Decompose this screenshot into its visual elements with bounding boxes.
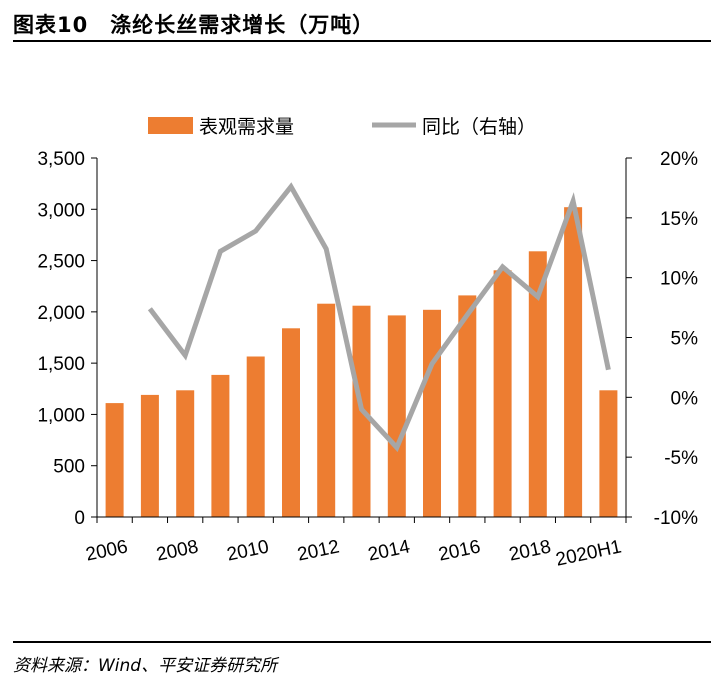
y-left-tick-label: 0: [74, 508, 85, 529]
x-tick-label: 2018: [507, 536, 553, 565]
bar-2017: [493, 270, 512, 517]
bar-2009: [211, 374, 230, 517]
x-tick-label: 2020H1: [554, 536, 623, 570]
y-left-tick-label: 500: [53, 457, 85, 478]
bar-2007: [140, 394, 159, 517]
bar-2020H1: [599, 390, 618, 517]
y-left-tick-label: 3,000: [37, 200, 85, 221]
bar-2015: [423, 309, 441, 517]
source-note: 资料来源：Wind、平安证券研究所: [13, 656, 278, 676]
figure-footer: 资料来源：Wind、平安证券研究所: [13, 641, 711, 676]
y-left-tick-label: 2,500: [37, 252, 85, 273]
y-right-tick-label: 5%: [671, 329, 699, 350]
x-tick-label: 2012: [296, 536, 342, 565]
y-right-tick-label: -10%: [654, 508, 698, 529]
figure-title: 涤纶长丝需求增长（万吨）: [110, 13, 375, 37]
y-left-tick-label: 1,000: [37, 405, 85, 426]
x-tick-label: 2006: [84, 536, 130, 565]
x-tick-label: 2010: [225, 536, 271, 565]
y-right-tick-label: 10%: [660, 269, 698, 290]
legend-swatch-bar: [148, 117, 193, 134]
x-tick-label: 2016: [437, 536, 483, 565]
bar-2010: [246, 356, 265, 517]
bar-2011: [282, 328, 300, 517]
figure-header: 图表10 涤纶长丝需求增长（万吨）: [13, 6, 711, 42]
x-tick-label: 2014: [366, 536, 412, 565]
y-right-tick-label: 15%: [660, 209, 698, 230]
y-right-tick-label: 0%: [671, 388, 699, 409]
bar-2012: [317, 303, 336, 517]
x-tick-label: 2008: [155, 536, 201, 565]
y-left-tick-label: 1,500: [37, 354, 85, 375]
figure-number: 图表10: [13, 13, 89, 37]
legend-label-bar: 表观需求量: [199, 116, 294, 138]
y-left-tick-label: 3,500: [37, 149, 85, 170]
legend-label-line: 同比（右轴）: [422, 116, 536, 138]
bar-2006: [105, 403, 124, 517]
line-yoy: [147, 182, 611, 453]
bar-2008: [176, 390, 195, 517]
y-right-tick-label: 20%: [660, 149, 698, 170]
y-right-tick-label: -5%: [664, 448, 698, 469]
y-left-tick-label: 2,000: [37, 303, 85, 324]
bar-2014: [387, 315, 406, 517]
bar-2019: [564, 207, 583, 517]
bar-2018: [528, 251, 547, 518]
bar-2016: [458, 295, 477, 517]
